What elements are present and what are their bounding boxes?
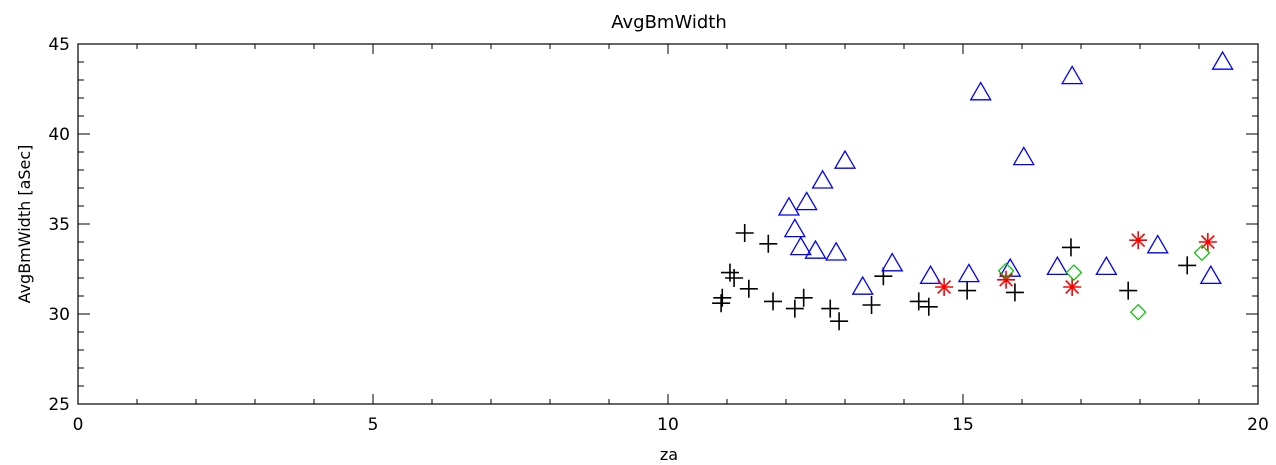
triangle-point xyxy=(969,81,992,101)
x-axis-label: za xyxy=(660,445,678,464)
diamond-point xyxy=(1193,244,1211,262)
triangle-point xyxy=(825,241,848,261)
triangle-point xyxy=(789,236,812,256)
plus-point xyxy=(830,312,849,331)
plus-point xyxy=(862,296,881,314)
triangle-point xyxy=(851,275,874,295)
x-tick-label: 15 xyxy=(952,415,974,435)
triangle-point xyxy=(1046,255,1069,276)
asterisk-point xyxy=(1129,231,1148,250)
diamond-point xyxy=(997,262,1015,280)
plus-point xyxy=(713,288,732,307)
plus-point xyxy=(919,297,938,316)
triangle-point xyxy=(777,196,801,216)
x-tick-label: 20 xyxy=(1247,415,1269,435)
y-axis-label: AvgBmWidth [aSec] xyxy=(15,145,34,304)
plus-point xyxy=(785,299,804,318)
plus-point xyxy=(759,234,778,253)
triangle-point xyxy=(1146,234,1169,254)
plus-point xyxy=(720,263,739,282)
triangle-point xyxy=(881,252,904,272)
y-tick-label: 45 xyxy=(48,35,70,55)
plus-point xyxy=(909,292,928,311)
y-axis-ticks: 25 30 35 40 45 xyxy=(48,35,1258,415)
plus-point xyxy=(735,224,754,242)
triangle-point xyxy=(804,239,827,259)
plus-point xyxy=(1061,238,1080,257)
asterisk-point xyxy=(1063,278,1082,296)
x-tick-label: 10 xyxy=(657,415,679,435)
plus-point xyxy=(821,299,840,318)
data-points xyxy=(712,50,1234,331)
plus-point xyxy=(958,281,977,300)
chart-title: AvgBmWidth xyxy=(611,12,727,33)
diamond-point xyxy=(1129,303,1147,321)
x-axis-ticks: 0 5 10 15 20 xyxy=(73,44,1269,435)
y-tick-label: 25 xyxy=(48,395,70,415)
x-tick-label: 0 xyxy=(73,415,84,435)
triangle-point xyxy=(1199,264,1222,285)
y-tick-label: 40 xyxy=(48,125,70,145)
triangle-point xyxy=(795,191,818,211)
y-tick-label: 35 xyxy=(48,215,70,235)
plus-point xyxy=(1119,281,1138,300)
triangle-point xyxy=(833,149,857,169)
triangle-point xyxy=(957,263,981,283)
plus-point xyxy=(764,292,783,311)
triangle-point xyxy=(1095,255,1118,276)
triangle-point xyxy=(783,218,806,238)
triangle-point xyxy=(1012,146,1035,166)
plus-point xyxy=(794,288,813,307)
plus-point xyxy=(1178,256,1197,275)
plus-point xyxy=(712,294,731,313)
plus-point xyxy=(1005,283,1024,302)
asterisk-point xyxy=(997,270,1016,289)
diamond-point xyxy=(1065,264,1083,281)
asterisk-point xyxy=(1198,233,1217,251)
y-tick-label: 30 xyxy=(48,305,70,325)
triangle-point xyxy=(811,169,834,189)
plus-point xyxy=(725,269,744,287)
triangle-point xyxy=(1061,65,1084,85)
x-tick-label: 5 xyxy=(368,415,379,435)
plus-point xyxy=(739,279,758,298)
triangle-point xyxy=(919,264,942,285)
plot-frame xyxy=(77,43,1259,405)
triangle-point xyxy=(1211,50,1234,70)
asterisk-point xyxy=(935,278,954,296)
